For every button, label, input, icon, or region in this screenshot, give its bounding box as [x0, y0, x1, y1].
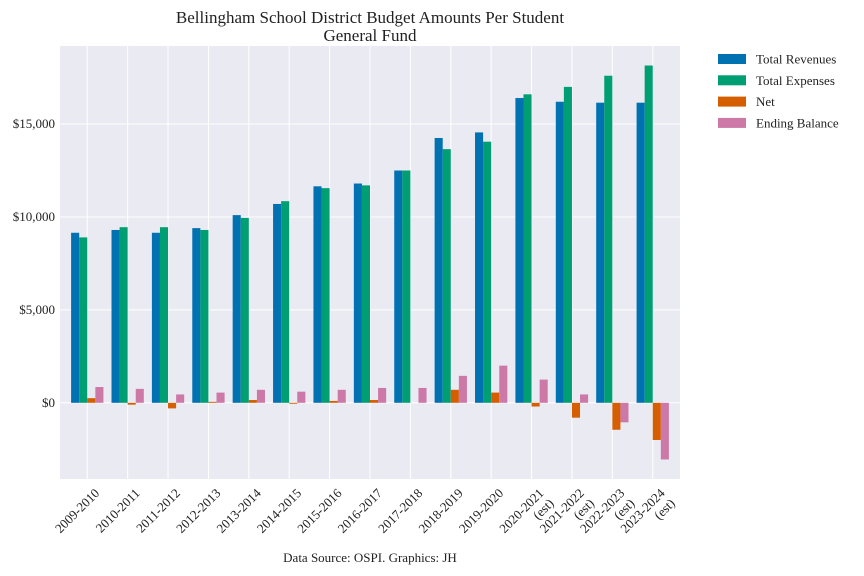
- bar-net: [168, 402, 177, 409]
- bar-total-revenues: [151, 232, 160, 403]
- legend-label: Net: [756, 94, 775, 109]
- bar-net: [208, 401, 217, 403]
- bar-net: [491, 392, 500, 403]
- bar-ending-balance: [458, 375, 467, 403]
- legend-swatch: [718, 96, 746, 107]
- y-tick-label: $0: [42, 395, 55, 410]
- bar-total-expenses: [402, 170, 411, 403]
- bar-total-revenues: [636, 102, 645, 403]
- bar-ending-balance: [256, 389, 265, 403]
- legend-label: Total Expenses: [756, 73, 835, 88]
- bar-total-expenses: [281, 201, 290, 403]
- bar-total-expenses: [200, 229, 209, 403]
- bar-net: [248, 400, 257, 403]
- bar-ending-balance: [378, 387, 387, 403]
- chart-subtitle: General Fund: [323, 26, 417, 45]
- bars: [71, 65, 669, 460]
- bar-net: [612, 402, 621, 430]
- bar-net: [370, 400, 379, 403]
- y-tick-labels: $0 $5,000 $10,000 $15,000: [13, 116, 55, 410]
- source-note: Data Source: OSPI. Graphics: JH: [283, 550, 457, 565]
- bar-total-revenues: [475, 132, 484, 403]
- bar-total-expenses: [442, 149, 451, 403]
- legend-label: Ending Balance: [756, 115, 839, 130]
- bar-total-expenses: [79, 237, 88, 403]
- bar-net: [329, 400, 338, 403]
- bar-total-expenses: [321, 188, 330, 403]
- bar-total-expenses: [361, 185, 370, 403]
- bar-total-revenues: [394, 170, 403, 403]
- bar-ending-balance: [135, 388, 144, 403]
- bar-total-expenses: [119, 227, 128, 403]
- bar-total-expenses: [240, 217, 249, 403]
- bar-ending-balance: [176, 394, 185, 403]
- bar-total-revenues: [111, 229, 120, 403]
- y-tick-label: $15,000: [13, 116, 55, 131]
- bar-ending-balance: [418, 387, 427, 403]
- bar-net: [571, 402, 581, 418]
- bar-ending-balance: [539, 379, 548, 403]
- bar-total-expenses: [159, 227, 169, 403]
- bar-net: [289, 402, 298, 404]
- bar-ending-balance: [297, 391, 306, 403]
- bar-ending-balance: [337, 389, 346, 403]
- y-tick-label: $5,000: [19, 302, 55, 317]
- bar-total-revenues: [353, 183, 362, 403]
- bar-total-expenses: [644, 65, 653, 403]
- bar-ending-balance: [499, 365, 508, 403]
- x-tick-labels: 2009-20102010-20112011-20122012-20132013…: [52, 485, 678, 546]
- bar-total-revenues: [192, 228, 201, 403]
- bar-total-expenses: [604, 75, 613, 403]
- bar-total-revenues: [434, 137, 443, 403]
- bar-net: [531, 402, 540, 407]
- bar-ending-balance: [216, 392, 225, 403]
- bar-total-expenses: [523, 94, 532, 403]
- legend: Total Revenues Total Expenses Net Ending Ba…: [718, 52, 839, 130]
- bar-total-revenues: [555, 101, 564, 403]
- bar-total-revenues: [232, 215, 241, 403]
- bar-ending-balance: [620, 402, 629, 423]
- bar-ending-balance: [95, 387, 104, 403]
- legend-swatch: [718, 75, 746, 86]
- bar-ending-balance: [580, 394, 589, 403]
- bar-net: [87, 398, 96, 403]
- bar-total-revenues: [596, 102, 605, 403]
- bar-total-revenues: [313, 186, 322, 403]
- legend-label: Total Revenues: [756, 52, 836, 67]
- bar-net: [652, 402, 661, 440]
- bar-ending-balance: [660, 402, 669, 460]
- x-tick-label: 2023-2024(est): [617, 485, 678, 546]
- bar-net: [127, 402, 136, 405]
- bar-total-expenses: [563, 86, 572, 403]
- legend-swatch: [718, 54, 746, 64]
- bar-total-revenues: [273, 203, 282, 403]
- bar-total-revenues: [71, 232, 80, 403]
- legend-swatch: [718, 117, 746, 128]
- chart-title: Bellingham School District Budget Amount…: [176, 8, 564, 27]
- bar-total-revenues: [515, 98, 524, 403]
- y-tick-label: $10,000: [13, 209, 55, 224]
- bar-net: [450, 389, 459, 403]
- bar-total-expenses: [483, 141, 492, 403]
